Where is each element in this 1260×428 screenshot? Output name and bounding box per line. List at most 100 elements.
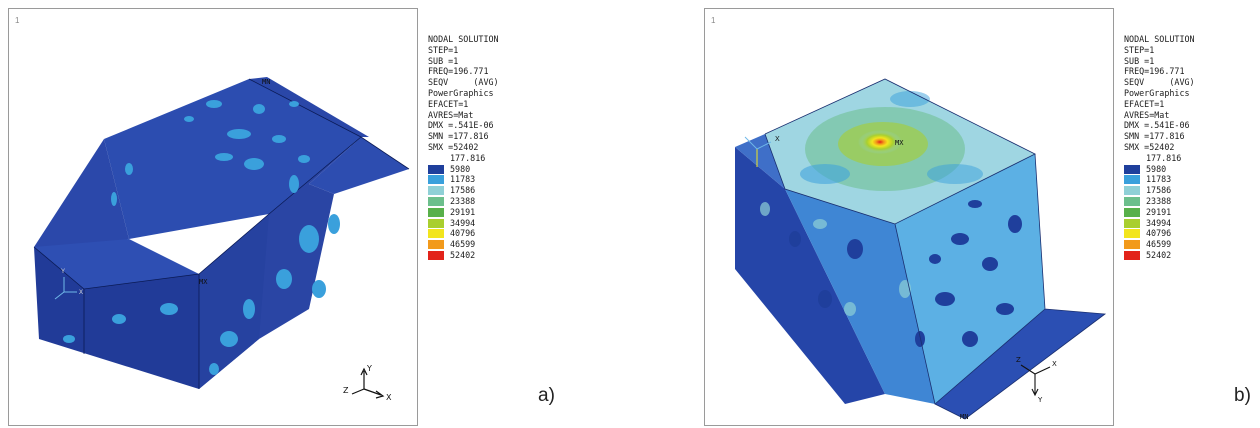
top-ridge	[249, 77, 369, 137]
scale-swatch	[1124, 164, 1140, 174]
svg-text:Y: Y	[61, 269, 65, 275]
scale-swatch	[1124, 240, 1140, 250]
scale-swatch	[1124, 175, 1140, 185]
legend-line: PowerGraphics	[428, 87, 494, 98]
mx-label: MX	[895, 139, 904, 147]
scale-entry: 40796	[1124, 228, 1254, 239]
figure-caption-a: a)	[538, 385, 555, 406]
fea-model-b: 1	[711, 16, 1107, 421]
scale-entry: 17586	[428, 185, 558, 196]
scale-swatch	[1124, 186, 1140, 196]
scale-swatch	[428, 196, 444, 206]
scale-entry: 46599	[1124, 239, 1254, 250]
scale-entry: 5980	[1124, 164, 1254, 175]
scale-entry: 11783	[1124, 174, 1254, 185]
axis-triad-icon: Y X Z	[343, 364, 392, 402]
corner-number-label: 1	[711, 16, 716, 25]
scale-entry: 46599	[428, 239, 558, 250]
scale-entry: 52402	[428, 250, 558, 261]
figure-caption-b: b)	[1234, 385, 1251, 406]
corner-number-label: 1	[15, 16, 20, 25]
scale-swatch	[428, 186, 444, 196]
legend-line: SMN =177.816	[1124, 131, 1185, 142]
legend-line: SEQV (AVG)	[1124, 77, 1195, 88]
legend-line: SMX =52402	[1124, 141, 1175, 152]
legend-title: NODAL SOLUTION	[1124, 34, 1195, 44]
low-stress-patches-b	[789, 200, 1022, 347]
legend-title: NODAL SOLUTION	[428, 34, 499, 44]
svg-text:Z: Z	[1016, 356, 1021, 364]
color-scale-b: 177.816 5980 11783 17586 23388 29191 349…	[1124, 153, 1254, 261]
scale-swatch	[428, 175, 444, 185]
ledge-top	[34, 239, 199, 289]
legend-line: FREQ=196.771	[1124, 66, 1185, 77]
scale-min-value: 177.816	[450, 152, 486, 163]
fea-model-a: 1	[15, 16, 410, 402]
legend-line: DMX =.541E-06	[1124, 120, 1190, 131]
mid-stress-patches-b	[760, 202, 911, 316]
scale-swatch	[1124, 218, 1140, 228]
right-ledge	[309, 137, 409, 194]
legend-a: NODAL SOLUTION STEP=1 SUB =1 FREQ=196.77…	[428, 34, 558, 261]
scale-min-value: 177.816	[1146, 152, 1182, 163]
left-slope-face	[34, 139, 129, 249]
legend-line: STEP=1	[428, 44, 459, 55]
mn-label: MN	[262, 78, 270, 86]
scale-swatch	[1124, 229, 1140, 239]
scale-entry: 34994	[428, 218, 558, 229]
svg-text:X: X	[386, 393, 392, 402]
legend-line: SMX =52402	[428, 141, 479, 152]
legend-line: DMX =.541E-06	[428, 120, 494, 131]
panel-b: 1	[704, 0, 1260, 428]
scale-entry: 11783	[428, 174, 558, 185]
scale-entry: 29191	[428, 207, 558, 218]
right-face	[895, 154, 1045, 404]
scale-entry: 34994	[1124, 218, 1254, 229]
scale-entry: 40796	[428, 228, 558, 239]
scale-swatch	[428, 218, 444, 228]
origin-marker: Y X	[54, 269, 83, 300]
scale-swatch	[428, 207, 444, 217]
legend-line: AVRES=Mat	[428, 109, 474, 120]
scale-entry: 52402	[1124, 250, 1254, 261]
legend-line: SMN =177.816	[428, 131, 489, 142]
bottom-ledge	[935, 309, 1105, 419]
scale-swatch	[428, 240, 444, 250]
scale-entry: 29191	[1124, 207, 1254, 218]
axis-triad-icon: Y X Z	[1016, 356, 1057, 404]
scale-swatch	[1124, 250, 1140, 260]
stress-field-b	[800, 91, 983, 191]
scale-entry: 5980	[428, 164, 558, 175]
svg-text:X: X	[1052, 360, 1057, 368]
svg-text:Y: Y	[1037, 396, 1043, 404]
fea-viewport-b[interactable]: 1	[704, 8, 1114, 426]
scale-swatch	[428, 229, 444, 239]
scale-swatch	[1124, 207, 1140, 217]
legend-line: FREQ=196.771	[428, 66, 489, 77]
scale-swatch	[428, 250, 444, 260]
fea-viewport-a[interactable]: 1	[8, 8, 418, 426]
scale-entry: 23388	[428, 196, 558, 207]
legend-line: STEP=1	[1124, 44, 1155, 55]
scale-entry: 23388	[1124, 196, 1254, 207]
legend-line: SUB =1	[428, 55, 459, 66]
legend-line: EFACET=1	[1124, 98, 1165, 109]
svg-text:X: X	[775, 136, 780, 143]
svg-text:X: X	[79, 290, 83, 296]
scale-entry: 17586	[1124, 185, 1254, 196]
legend-line: AVRES=Mat	[1124, 109, 1170, 120]
scale-swatch	[1124, 196, 1140, 206]
svg-text:Z: Z	[343, 386, 349, 395]
mn-label: MN	[960, 413, 968, 421]
color-scale-a: 177.816 5980 11783 17586 23388 29191 349…	[428, 153, 558, 261]
front-face	[785, 189, 935, 404]
front-right-face	[199, 214, 269, 389]
top-face	[104, 79, 361, 239]
scale-swatch	[428, 164, 444, 174]
left-slope-face	[735, 147, 885, 404]
mx-label: MX	[199, 278, 208, 286]
stress-patches-a	[63, 100, 340, 375]
legend-line: EFACET=1	[428, 98, 469, 109]
legend-line: SUB =1	[1124, 55, 1155, 66]
legend-b: NODAL SOLUTION STEP=1 SUB =1 FREQ=196.77…	[1124, 34, 1254, 261]
